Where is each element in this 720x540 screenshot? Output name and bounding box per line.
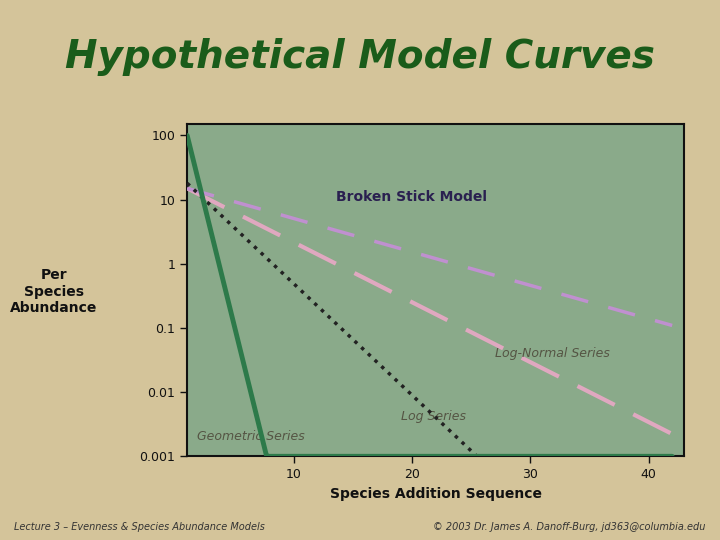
- Text: Log-Normal Series: Log-Normal Series: [495, 347, 610, 360]
- Text: Broken Stick Model: Broken Stick Model: [336, 190, 487, 204]
- Text: Log Series: Log Series: [401, 410, 466, 423]
- Text: Hypothetical Model Curves: Hypothetical Model Curves: [65, 38, 655, 76]
- Text: © 2003 Dr. James A. Danoff-Burg, jd363@columbia.edu: © 2003 Dr. James A. Danoff-Burg, jd363@c…: [433, 522, 706, 532]
- X-axis label: Species Addition Sequence: Species Addition Sequence: [330, 487, 541, 501]
- Text: Geometric Series: Geometric Series: [197, 430, 305, 443]
- Text: Lecture 3 – Evenness & Species Abundance Models: Lecture 3 – Evenness & Species Abundance…: [14, 522, 265, 532]
- Text: Per
Species
Abundance: Per Species Abundance: [10, 268, 98, 315]
